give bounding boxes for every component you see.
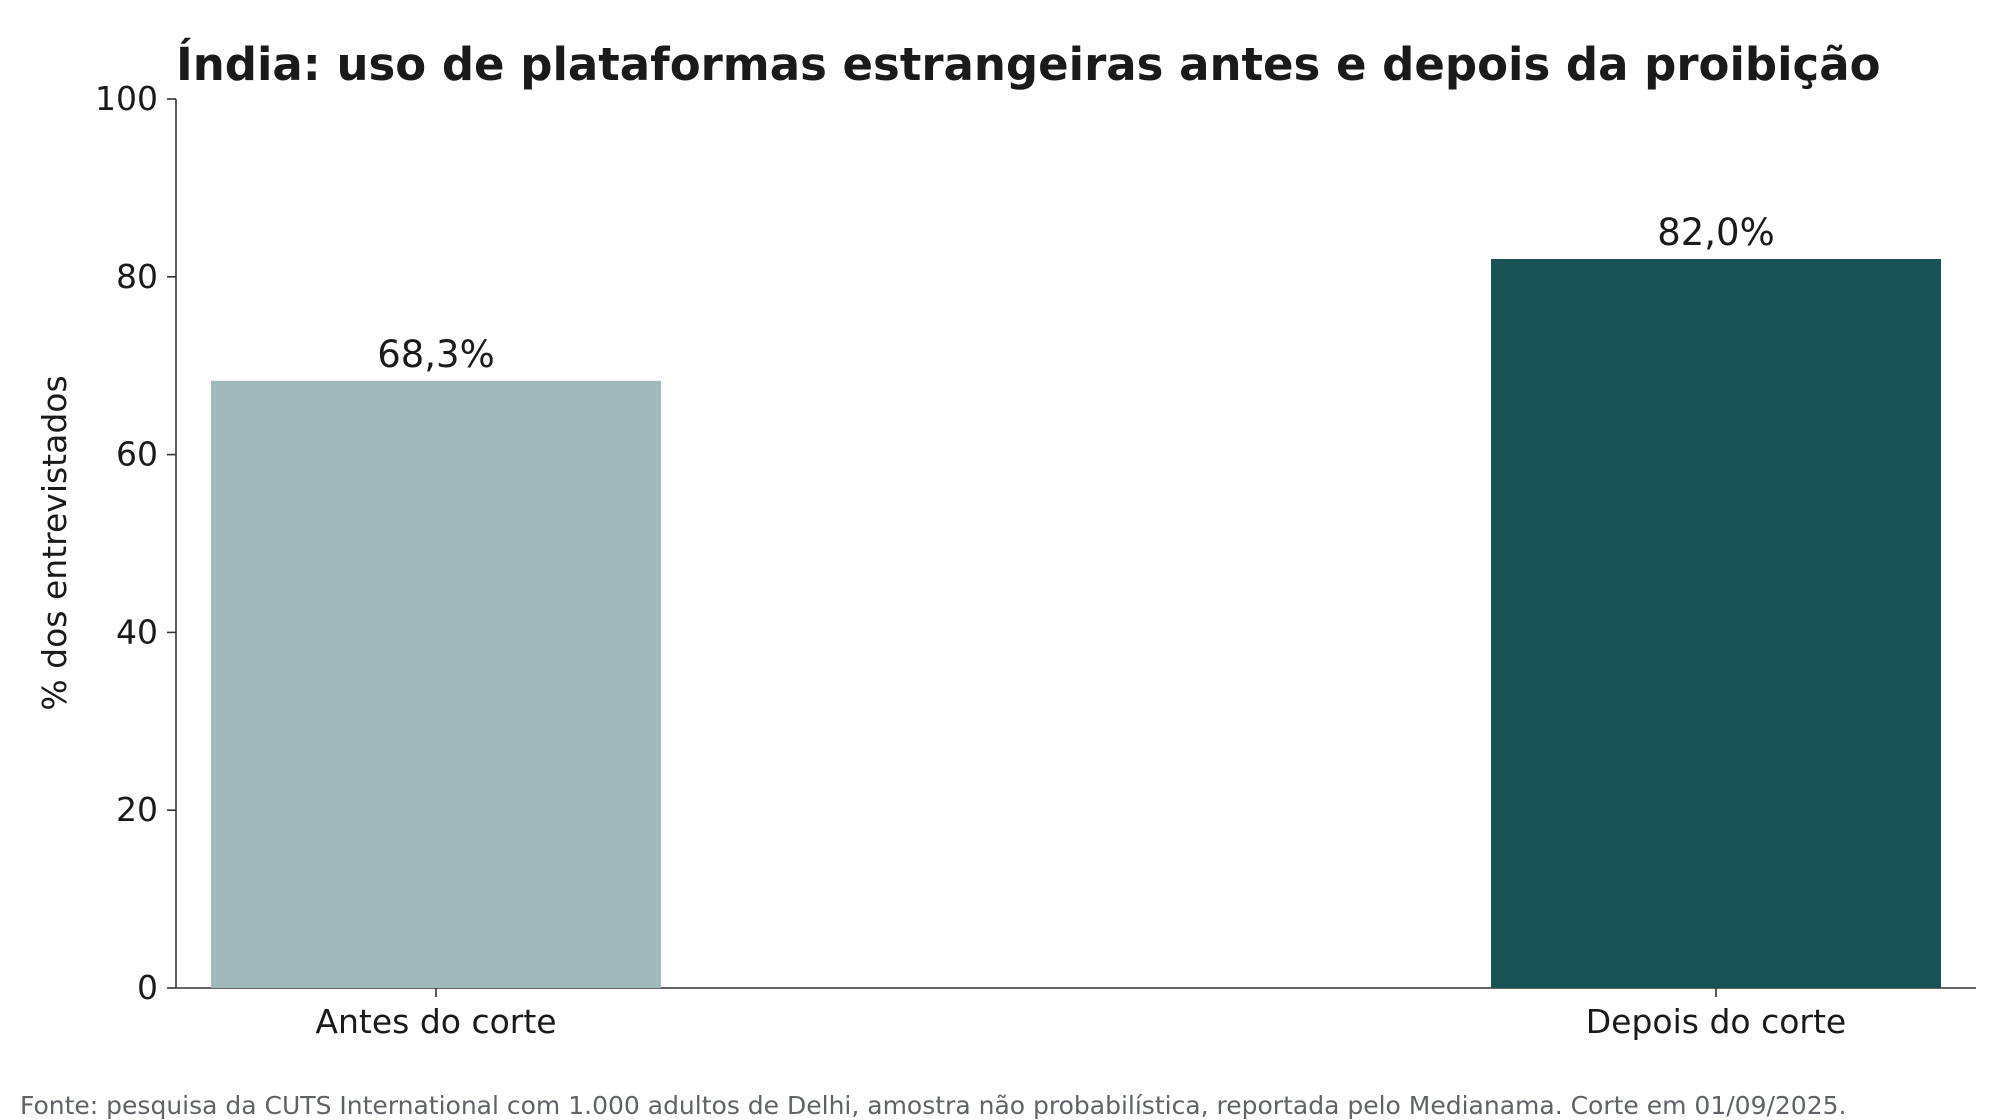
bar-value-label: 68,3%	[377, 333, 495, 376]
y-tick-label: 40	[116, 612, 158, 651]
y-tick-label: 80	[116, 257, 158, 296]
bars-group	[211, 259, 1941, 988]
x-tick-label: Depois do corte	[1586, 1002, 1846, 1041]
bar-2	[1491, 259, 1941, 988]
chart-title: Índia: uso de plataformas estrangeiras a…	[176, 38, 1881, 91]
bar-value-label: 82,0%	[1657, 211, 1775, 254]
x-tick-label: Antes do corte	[315, 1002, 556, 1041]
bar-1	[211, 380, 661, 988]
y-axis-label: % dos entrevistados	[35, 375, 74, 710]
y-axis: 0 20 40 60 80 100	[95, 79, 177, 1007]
y-tick-label: 0	[137, 968, 158, 1007]
y-tick-label: 60	[116, 435, 158, 474]
y-tick-label: 20	[116, 790, 158, 829]
data-labels-group: 68,3% 82,0%	[377, 211, 1775, 376]
source-note: Fonte: pesquisa da CUTS International co…	[20, 1091, 1846, 1120]
x-axis: Antes do corte Depois do corte	[176, 987, 1976, 1041]
y-tick-label: 100	[95, 79, 158, 118]
